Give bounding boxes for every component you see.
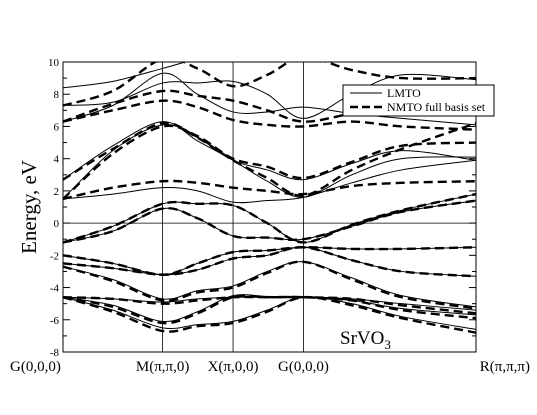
- nmto-band-10: [63, 124, 476, 200]
- symmetry-lines: [63, 62, 476, 352]
- legend-label-lmto: LMTO: [387, 86, 421, 100]
- nmto-band-11: [63, 121, 476, 197]
- y-tick-label: -4: [50, 283, 60, 295]
- x-axis-labels: G(0,0,0) M(π,π,0) X(π,0,0) G(0,0,0) R(π,π,π): [10, 359, 530, 375]
- x-point-label: M(π,π,0): [136, 359, 189, 375]
- x-point-label: G(0,0,0): [278, 359, 329, 375]
- nmto-band-12: [63, 99, 476, 131]
- legend-box: [342, 84, 495, 117]
- y-tick-label: -6: [50, 315, 60, 327]
- y-tick-label: 10: [48, 57, 60, 69]
- y-tick-label: 6: [54, 121, 60, 133]
- x-point-label: G(0,0,0): [10, 359, 61, 375]
- nmto-band-5: [63, 246, 476, 278]
- y-tick-label: 0: [54, 218, 60, 230]
- nmto-band-8: [63, 199, 476, 244]
- nmto-band-6: [63, 246, 476, 276]
- nmto-band-9: [63, 179, 476, 201]
- lmto-band-14: [63, 62, 476, 89]
- legend-label-nmto: NMTO full basis set: [387, 100, 486, 114]
- lmto-band-7: [63, 193, 476, 243]
- lmto-band-9: [63, 159, 476, 204]
- y-axis-ticks: -8 -6 -4 -2 0 2 4 6 8 10: [48, 57, 476, 359]
- x-point-label: X(π,0,0): [208, 359, 259, 375]
- lmto-band-10: [63, 124, 476, 200]
- nmto-band-4: [63, 260, 476, 310]
- y-tick-label: 2: [54, 186, 60, 198]
- y-tick-label: 8: [54, 89, 60, 101]
- nmto-band-14: [63, 62, 476, 107]
- x-point-label: R(π,π,π): [480, 359, 530, 375]
- lmto-band-1: [63, 296, 476, 330]
- y-axis-label: Energy, eV: [17, 160, 41, 254]
- lmto-band-11: [63, 121, 476, 198]
- nmto-band-3: [63, 295, 476, 315]
- y-tick-label: -8: [50, 347, 60, 359]
- lmto-band-13: [63, 73, 476, 119]
- compound-annotation: SrVO3: [340, 328, 391, 352]
- y-tick-label: -2: [50, 250, 59, 262]
- lmto-band-4: [63, 261, 476, 308]
- y-tick-label: 4: [54, 154, 60, 166]
- legend: LMTO NMTO full basis set: [342, 84, 495, 117]
- nmto-band-7: [63, 192, 476, 244]
- nmto-band-1: [63, 295, 476, 334]
